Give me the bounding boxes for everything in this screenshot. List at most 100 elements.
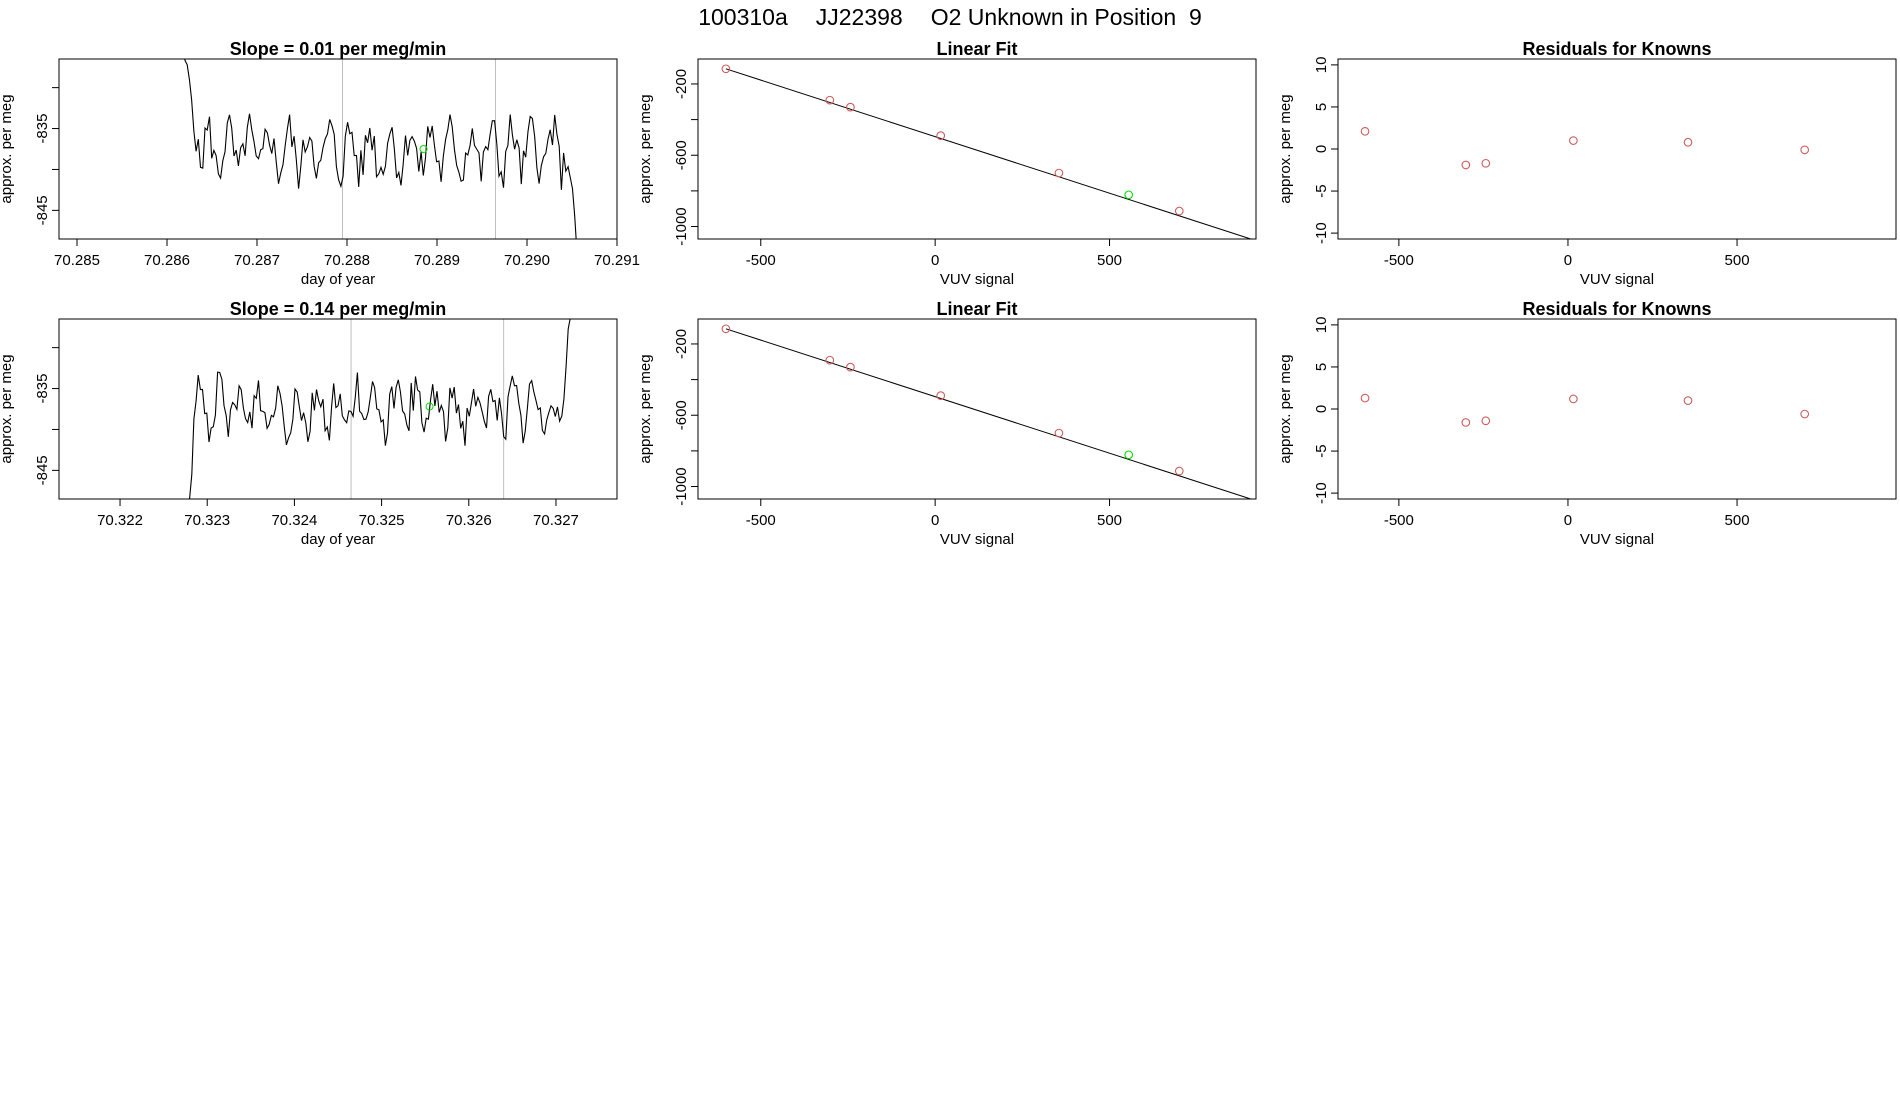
known-point bbox=[1683, 137, 1693, 147]
y-tick-label: -1000 bbox=[673, 207, 690, 245]
y-tick-label: -10 bbox=[1313, 222, 1330, 244]
unknown-point bbox=[1124, 190, 1134, 200]
panel-4: Slope = 0.14 per meg/min 70.322 70.323 70.3… bbox=[0, 299, 618, 548]
x-axis-label: VUV signal bbox=[940, 271, 1014, 288]
x-tick-label: 500 bbox=[1097, 252, 1122, 269]
x-tick-label: -500 bbox=[1384, 252, 1414, 269]
x-tick-label: -500 bbox=[1384, 512, 1414, 529]
panel-1: Slope = 0.01 per meg/min 70.285 70.286 70.2… bbox=[0, 39, 640, 288]
x-tick-label: -500 bbox=[746, 512, 776, 529]
known-point bbox=[825, 95, 835, 105]
x-tick-label: 70.322 bbox=[97, 512, 143, 529]
y-axis-label: approx. per meg bbox=[1277, 354, 1294, 463]
position-description: O2 Unknown in Position 9 bbox=[930, 4, 1202, 30]
panel-title: Linear Fit bbox=[936, 299, 1017, 319]
plot-frame bbox=[58, 318, 618, 500]
panel-2: Linear Fit -500 0 500 VUV signal -200 -600 -100… bbox=[637, 39, 1257, 288]
known-point bbox=[1800, 409, 1810, 419]
known-point bbox=[1800, 145, 1810, 155]
y-tick-label: -835 bbox=[34, 114, 51, 144]
unknown-point bbox=[1124, 450, 1134, 460]
x-tick-label: 70.291 bbox=[594, 252, 640, 269]
y-axis-label: approx. per meg bbox=[637, 354, 654, 463]
known-point bbox=[825, 355, 835, 365]
x-tick-label: 70.323 bbox=[184, 512, 230, 529]
plot-frame bbox=[1337, 318, 1897, 500]
plot-area bbox=[1360, 126, 1810, 170]
x-tick-label: 70.289 bbox=[414, 252, 460, 269]
known-point bbox=[1054, 168, 1064, 178]
x-tick-label: 0 bbox=[931, 252, 939, 269]
x-tick-label: 0 bbox=[931, 512, 939, 529]
y-tick-label: 5 bbox=[1313, 103, 1330, 111]
y-tick-label: 10 bbox=[1313, 57, 1330, 74]
plot-area bbox=[184, 59, 577, 239]
fit-line bbox=[725, 68, 1251, 239]
y-tick-label: 0 bbox=[1313, 145, 1330, 153]
y-tick-label: -10 bbox=[1313, 482, 1330, 504]
y-tick-label: -845 bbox=[34, 455, 51, 485]
y-axis-label: approx. per meg bbox=[1277, 94, 1294, 203]
y-tick-label: 0 bbox=[1313, 405, 1330, 413]
known-point bbox=[846, 102, 855, 112]
plot-area bbox=[187, 319, 571, 499]
x-axis-label: VUV signal bbox=[1580, 271, 1654, 288]
y-tick-label: -5 bbox=[1313, 184, 1330, 197]
x-tick-label: 70.324 bbox=[271, 512, 317, 529]
x-tick-label: 70.325 bbox=[359, 512, 405, 529]
time-series-line bbox=[184, 59, 577, 239]
fit-line bbox=[725, 328, 1251, 499]
x-tick-label: 70.290 bbox=[504, 252, 550, 269]
x-axis-label: day of year bbox=[301, 531, 375, 548]
x-tick-label: 70.326 bbox=[446, 512, 492, 529]
x-tick-label: 500 bbox=[1725, 512, 1750, 529]
x-tick-label: 70.288 bbox=[324, 252, 370, 269]
known-point bbox=[1174, 206, 1184, 216]
plot-frame bbox=[697, 318, 1257, 500]
x-tick-label: 70.327 bbox=[533, 512, 579, 529]
x-axis-label: day of year bbox=[301, 271, 375, 288]
y-tick-label: -5 bbox=[1313, 444, 1330, 457]
y-tick-label: -600 bbox=[673, 400, 690, 430]
known-point bbox=[1054, 428, 1064, 438]
y-axis-label: approx. per meg bbox=[637, 94, 654, 203]
x-tick-label: 70.286 bbox=[144, 252, 190, 269]
plot-frame bbox=[58, 58, 618, 240]
y-tick-label: 5 bbox=[1313, 363, 1330, 371]
known-point bbox=[1569, 394, 1578, 404]
known-point bbox=[936, 391, 946, 400]
plot-area bbox=[1360, 393, 1810, 427]
unknown-point bbox=[419, 145, 428, 153]
known-point bbox=[1569, 136, 1578, 145]
known-point bbox=[846, 362, 855, 372]
time-series-line bbox=[187, 319, 571, 499]
y-axis-label: approx. per meg bbox=[0, 354, 15, 463]
tank-id: JJ22398 bbox=[815, 4, 903, 30]
plot-area bbox=[721, 324, 1251, 499]
x-axis-label: VUV signal bbox=[1580, 531, 1654, 548]
y-tick-label: -835 bbox=[34, 374, 51, 404]
x-tick-label: 0 bbox=[1564, 252, 1572, 269]
known-point bbox=[1683, 396, 1693, 405]
y-tick-label: -1000 bbox=[673, 467, 690, 505]
y-axis-label: approx. per meg bbox=[0, 94, 15, 203]
panel-3: Residuals for Knowns -500 0 500 VUV signal 10… bbox=[1277, 39, 1897, 288]
y-tick-label: -845 bbox=[34, 195, 51, 225]
panel-5: Linear Fit -500 0 500 VUV signal -200 -600 -100… bbox=[637, 299, 1257, 548]
x-axis-label: VUV signal bbox=[940, 531, 1014, 548]
y-tick-label: 10 bbox=[1313, 317, 1330, 334]
known-point bbox=[721, 324, 731, 334]
x-tick-label: -500 bbox=[746, 252, 776, 269]
x-tick-label: 500 bbox=[1097, 512, 1122, 529]
figure-title: 100310a JJ22398 O2 Unknown in Position 9 bbox=[0, 4, 1900, 31]
y-tick-label: -200 bbox=[673, 69, 690, 99]
known-point bbox=[1481, 416, 1491, 426]
x-tick-label: 0 bbox=[1564, 512, 1572, 529]
known-point bbox=[1481, 158, 1491, 168]
unknown-point bbox=[425, 402, 434, 411]
run-id: 100310a bbox=[698, 4, 788, 30]
panel-title: Residuals for Knowns bbox=[1522, 299, 1711, 319]
known-point bbox=[1360, 393, 1370, 403]
